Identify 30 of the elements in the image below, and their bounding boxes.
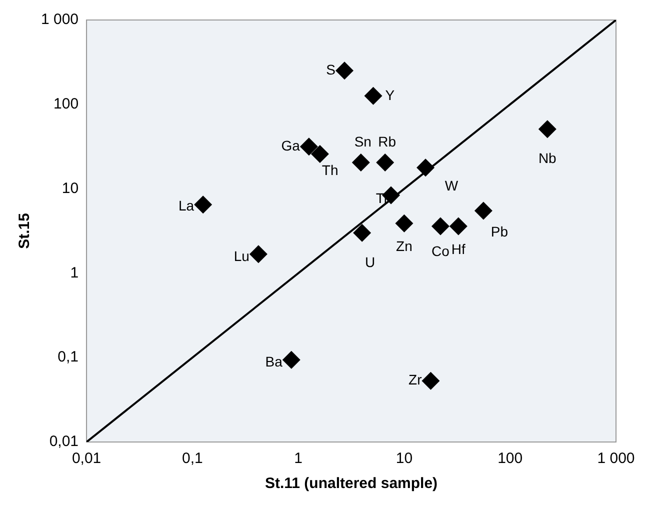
annotation: Pb <box>490 224 508 240</box>
x-tick-label: 100 <box>498 450 523 468</box>
annotation: Hf <box>451 241 466 258</box>
annotation: Rb <box>378 133 396 150</box>
y-tick-label: 1 <box>70 264 79 282</box>
x-axis-title: St.11 (unaltered sample) <box>264 475 438 492</box>
annotation: U <box>365 254 376 270</box>
annotation: Lu <box>234 248 250 264</box>
y-tick-label: 0,1 <box>58 348 79 366</box>
x-tick-label: 10 <box>396 450 413 468</box>
annotation: Ba <box>265 354 283 370</box>
annotation: Zn <box>396 238 412 254</box>
x-tick-label: 1 000 <box>597 450 635 468</box>
y-tick-label: 1 000 <box>40 11 79 28</box>
annotation: S <box>326 62 336 78</box>
annotation: Zr <box>408 372 422 388</box>
annotation: Sn <box>354 133 372 150</box>
annotation: Co <box>432 243 450 260</box>
y-tick-label: 0,01 <box>49 433 79 450</box>
y-tick-label: 10 <box>62 180 79 197</box>
annotation: Y <box>385 86 396 103</box>
annotation: Ga <box>281 137 300 154</box>
annotation: Th <box>322 162 338 178</box>
annotation: Nb <box>538 150 557 166</box>
x-tick-label: 0,1 <box>182 450 203 468</box>
annotation: La <box>178 197 194 214</box>
y-tick-label: 100 <box>54 96 79 113</box>
x-tick-label: 1 <box>294 450 302 468</box>
y-axis-title: St.15 <box>16 213 34 249</box>
annotation: W <box>444 178 459 194</box>
